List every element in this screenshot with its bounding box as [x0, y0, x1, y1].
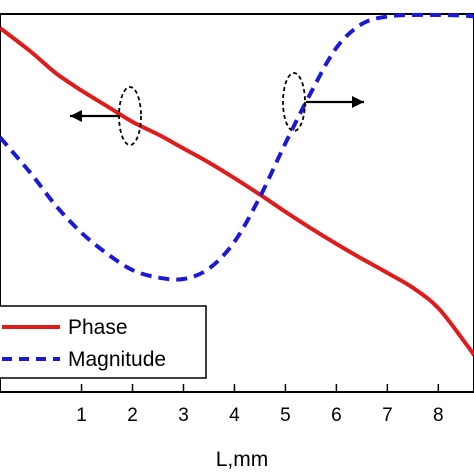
phase-annotation-arrowhead-icon [70, 110, 82, 122]
legend-box [0, 305, 207, 379]
series-layer [0, 12, 474, 357]
legend: Phase Magnitude [0, 305, 207, 379]
x-tick-label-5: 5 [280, 405, 291, 426]
series-line-magnitude [0, 12, 474, 282]
x-tick-label-3: 3 [178, 405, 189, 426]
legend-label-magnitude: Magnitude [68, 348, 166, 371]
x-tick-label-8: 8 [433, 405, 444, 426]
x-axis-tick-labels: 1 2 3 4 5 6 7 8 [76, 405, 443, 426]
x-tick-label-6: 6 [331, 405, 342, 426]
x-tick-label-7: 7 [382, 405, 393, 426]
x-tick-label-4: 4 [229, 405, 240, 426]
x-axis-ticks [80, 384, 440, 392]
series-line-phase [0, 26, 474, 357]
x-axis-label: L,mm [216, 448, 269, 471]
magnitude-annotation-arrowhead-icon [352, 96, 364, 108]
phase-annotation-ellipse [118, 86, 142, 146]
x-tick-label-1: 1 [76, 405, 87, 426]
magnitude-annotation-ellipse [282, 72, 306, 132]
plot-frame [0, 13, 474, 393]
legend-label-phase: Phase [68, 316, 128, 339]
x-tick-label-2: 2 [127, 405, 138, 426]
annotation-layer [70, 72, 364, 146]
